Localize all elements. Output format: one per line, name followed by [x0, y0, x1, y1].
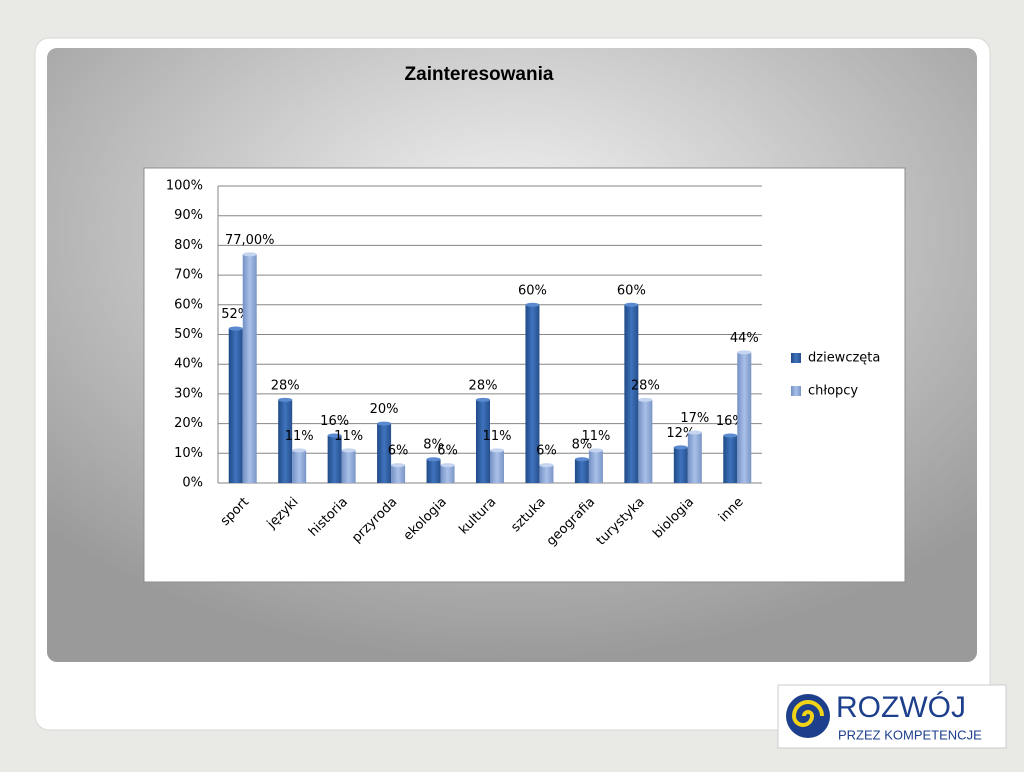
bar [426, 459, 441, 483]
bar [737, 352, 752, 483]
data-label: 11% [581, 429, 610, 444]
bar [490, 450, 504, 483]
data-label: 44% [730, 331, 759, 346]
data-label: 17% [680, 411, 709, 426]
y-tick-label: 10% [174, 446, 203, 461]
bar-cap [490, 448, 504, 453]
y-tick-label: 60% [174, 297, 203, 312]
bar-cap [377, 421, 392, 426]
y-tick-label: 0% [182, 476, 203, 491]
bar [391, 465, 406, 483]
logo-title: ROZWÓJ [836, 691, 966, 724]
data-label: 60% [518, 283, 547, 298]
bar [341, 450, 356, 483]
bar-cap [341, 448, 356, 453]
bar-cap [228, 326, 243, 331]
bar-cap [426, 457, 441, 462]
bar [377, 423, 392, 483]
data-label: 6% [437, 444, 458, 459]
bar-cap [327, 433, 342, 438]
bar [278, 399, 293, 483]
legend-swatch [791, 353, 801, 363]
legend-swatch [791, 386, 801, 396]
bar [588, 450, 603, 483]
data-label: 8% [572, 438, 593, 453]
data-label: 28% [631, 378, 660, 393]
bar-cap [391, 463, 406, 468]
bar [525, 304, 540, 483]
bar-cap [723, 433, 738, 438]
bar [242, 254, 257, 483]
bar-cap [292, 448, 307, 453]
y-tick-label: 90% [174, 208, 203, 223]
bar-cap [525, 302, 540, 307]
bar [574, 459, 589, 483]
data-label: 16% [320, 414, 349, 429]
y-tick-label: 50% [174, 327, 203, 342]
logo-subtitle: PRZEZ KOMPETENCJE [838, 727, 982, 742]
data-label: 8% [423, 438, 444, 453]
bar [723, 435, 738, 483]
y-tick-label: 40% [174, 357, 203, 372]
logo-swirl [791, 700, 824, 727]
y-tick-label: 20% [174, 416, 203, 431]
bar-cap [638, 397, 653, 402]
bar [673, 447, 688, 483]
bar-cap [673, 445, 688, 450]
bar-cap [624, 302, 639, 307]
legend-label: chłopcy [808, 384, 858, 399]
data-label: 6% [536, 444, 557, 459]
bar-cap [476, 397, 490, 402]
data-label: 60% [617, 283, 646, 298]
bar-cap [737, 350, 752, 355]
data-label: 11% [334, 429, 363, 444]
data-label: 28% [271, 378, 300, 393]
data-label: 6% [388, 444, 409, 459]
y-tick-label: 70% [174, 268, 203, 283]
y-tick-label: 30% [174, 386, 203, 401]
bar-cap [574, 457, 589, 462]
data-label: 11% [285, 429, 314, 444]
bar-cap [539, 463, 554, 468]
logo: ROZWÓJ PRZEZ KOMPETENCJE [777, 684, 1007, 749]
bar [476, 399, 490, 483]
bar [292, 450, 307, 483]
bar-cap [440, 463, 455, 468]
bar-cap [242, 252, 257, 257]
bar-cap [278, 397, 293, 402]
bar [624, 304, 639, 483]
data-label: 77,00% [225, 233, 275, 248]
y-tick-label: 100% [166, 179, 203, 194]
bar [687, 432, 702, 483]
bar [440, 465, 455, 483]
data-label: 20% [370, 402, 399, 417]
data-label: 11% [483, 429, 512, 444]
bar-cap [687, 430, 702, 435]
bar [228, 328, 243, 483]
legend-label: dziewczęta [808, 351, 880, 366]
bar [327, 435, 342, 483]
bar [638, 399, 653, 483]
bar-cap [588, 448, 603, 453]
chart-title: Zainteresowania [405, 64, 554, 85]
chart-area [143, 167, 906, 583]
bar [539, 465, 554, 483]
data-label: 28% [469, 378, 498, 393]
y-tick-label: 80% [174, 238, 203, 253]
